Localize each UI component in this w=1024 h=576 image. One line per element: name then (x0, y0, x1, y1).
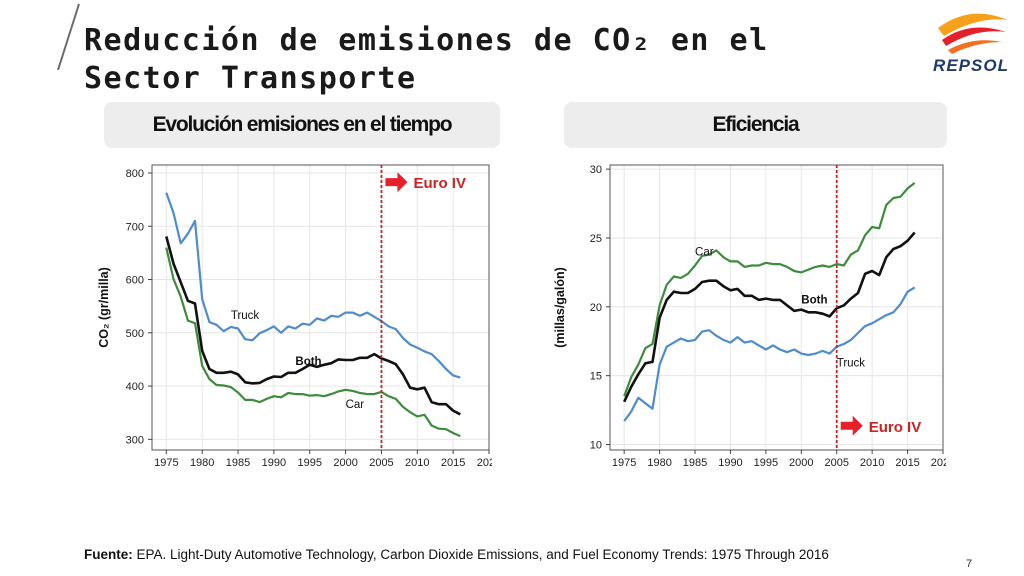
series-label-truck: Truck (837, 358, 866, 370)
grid (152, 165, 490, 450)
y-tick-label: 800 (126, 168, 144, 180)
x-tick-label: 2000 (789, 457, 813, 469)
page-number: 7 (966, 558, 973, 570)
series-label-both: Both (295, 356, 321, 368)
y-tick-label: 400 (126, 381, 144, 393)
series-line-car (623, 182, 916, 397)
x-tick-label: 2005 (824, 457, 848, 469)
series-label-car: Car (346, 399, 365, 411)
euro-iv-arrow-icon (385, 172, 408, 193)
x-tick-label: 2020 (477, 457, 492, 469)
x-tick-label: 2015 (441, 457, 465, 469)
tab-eficiencia: Eficiencia (564, 102, 947, 148)
source-text: EPA. Light-Duty Automotive Technology, C… (132, 547, 829, 562)
series-line-truck (165, 192, 461, 379)
x-tick-label: 2005 (369, 457, 393, 469)
y-axis-label: CO₂ (gr/milla) (97, 267, 111, 348)
tab-evolucion-label: Evolución emisiones en el tiempo (152, 113, 453, 136)
decorative-slash (57, 3, 80, 71)
y-tick-label: 25 (590, 233, 602, 245)
co2-emissions-chart: 1975 1980 1985 1990 1995 2000 2005 2010 2015 2020… (97, 164, 492, 469)
x-tick-label: 1995 (298, 457, 322, 469)
x-tick-label: 2010 (860, 457, 884, 469)
series-line-both (165, 236, 461, 416)
tab-eficiencia-label: Eficiencia (712, 113, 799, 136)
y-tick-label: 10 (590, 439, 602, 451)
x-tick-label: 1975 (154, 457, 178, 469)
repsol-logo-text: REPSOL (933, 56, 1009, 75)
plot-frame (609, 164, 944, 451)
y-tick-label: 600 (126, 275, 144, 287)
x-tick-label: 1990 (262, 457, 286, 469)
euro-iv-label: Euro IV (413, 175, 466, 192)
x-tick-label: 2015 (895, 457, 919, 469)
fuel-efficiency-chart: 1975198019851990199520002005201020152020… (553, 164, 946, 469)
euro-iv-arrow-icon (840, 415, 863, 436)
plot-frame (151, 164, 490, 451)
y-tick-label: 20 (590, 302, 602, 314)
y-tick-label: 15 (590, 371, 602, 383)
x-tick-label: 2010 (405, 457, 429, 469)
series-label-car: Car (695, 247, 714, 259)
repsol-flame-icon (938, 13, 1008, 54)
x-tick-label: 1990 (718, 457, 742, 469)
slide-title: Reducción de emisiones de CO₂ en el Sect… (84, 23, 769, 96)
x-tick-label: 2000 (333, 457, 357, 469)
y-tick-label: 300 (126, 434, 144, 446)
tab-evolucion-emisiones: Evolución emisiones en el tiempo (104, 102, 500, 148)
x-tick-label: 2020 (931, 457, 946, 469)
series-label-both: Both (801, 295, 827, 307)
x-tick-label: 1980 (190, 457, 214, 469)
source-note: Fuente: EPA. Light-Duty Automotive Techn… (84, 547, 829, 562)
series-line-car (165, 247, 461, 438)
x-tick-label: 1980 (647, 457, 671, 469)
series-label-truck: Truck (231, 310, 260, 322)
series-line-truck (623, 286, 916, 422)
x-tick-label: 1985 (683, 457, 707, 469)
x-tick-label: 1995 (754, 457, 778, 469)
y-tick-label: 700 (126, 221, 144, 233)
source-prefix: Fuente: (84, 547, 133, 562)
x-tick-label: 1985 (226, 457, 250, 469)
x-tick-label: 1975 (612, 457, 636, 469)
y-axis-label: (millas/galón) (553, 267, 567, 348)
euro-iv-label: Euro IV (869, 419, 922, 436)
y-tick-label: 30 (590, 164, 602, 176)
y-tick-label: 500 (126, 328, 144, 340)
series-line-both (623, 231, 916, 403)
